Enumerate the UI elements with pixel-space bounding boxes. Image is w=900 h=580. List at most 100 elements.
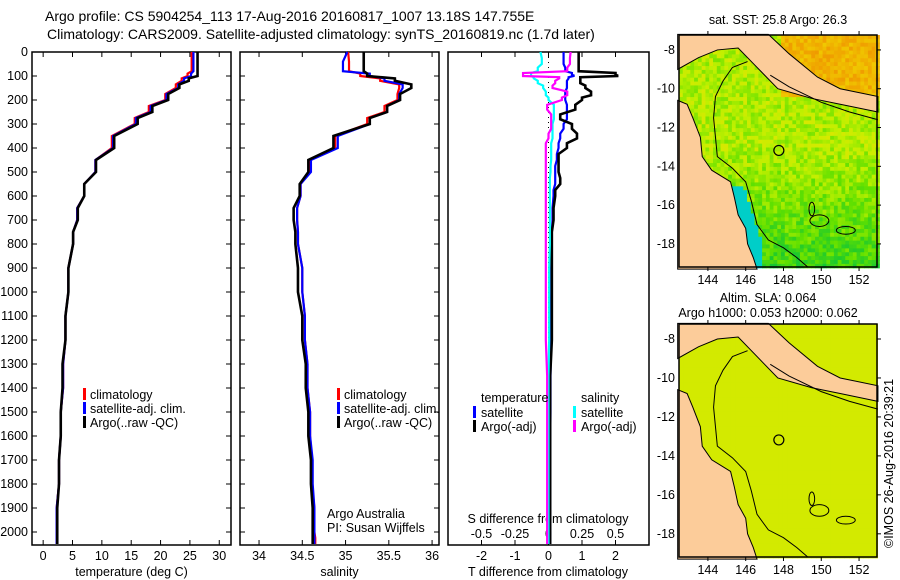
field-cell [702,426,708,432]
field-cell [796,112,801,118]
field-cell [788,232,793,238]
field-cell [758,159,763,164]
field-cell [730,445,737,452]
field-cell [852,124,858,129]
field-cell [728,104,733,110]
field-cell [815,411,822,418]
field-cell [773,450,779,457]
field-cell [788,174,793,180]
field-cell [694,112,699,118]
y-tick-label: 1900 [0,501,28,515]
field-cell [852,197,858,203]
field-cell [686,66,691,71]
field-cell [745,436,751,442]
field-cell [728,174,733,180]
field-cell [705,85,710,90]
field-cell [856,143,861,149]
field-cell [740,470,746,476]
field-cell [769,143,775,149]
field-cell [781,100,786,106]
field-cell [788,170,793,176]
field-cell [837,155,843,160]
field-cell [773,426,779,432]
field-cell [841,42,846,48]
field-cell [801,397,808,403]
field-cell [797,343,803,349]
field-cell [801,401,808,408]
field-cell [754,174,759,180]
field-cell [806,489,812,496]
field-cell [811,518,817,525]
field-cell [792,263,797,269]
field-cell [747,108,752,114]
field-cell [820,431,827,437]
field-cell [764,533,770,539]
field-cell [749,513,756,520]
field-cell [867,81,873,87]
field-cell [739,54,744,59]
field-cell [778,382,784,388]
field-cell [820,523,827,530]
y-tick-label: 1800 [0,477,28,491]
field-cell [799,124,805,129]
legend-swatch [83,416,86,428]
field-cell [830,401,836,408]
field-cell [815,240,820,246]
field-cell [743,81,748,87]
field-cell [735,81,741,87]
field-cell [743,163,748,168]
field-cell [852,159,858,164]
field-cell [720,166,725,172]
field-cell [830,205,835,211]
field-cell [758,69,763,75]
field-cell [754,440,760,447]
field-cell [867,228,873,234]
field-cell [803,263,809,269]
field-cell [773,513,779,520]
field-cell [820,397,827,403]
field-cell [747,166,752,172]
field-cell [739,62,744,67]
field-cell [811,104,816,110]
field-cell [754,397,760,403]
field-cell [871,124,877,129]
field-cell [820,455,827,461]
field-cell [765,260,771,265]
field-cell [837,186,843,191]
field-cell [815,548,822,554]
field-cell [777,35,782,40]
field-cell [860,120,865,125]
field-cell [739,147,744,152]
field-cell [716,139,722,145]
field-cell [782,426,789,432]
field-cell [825,538,831,544]
field-cell [784,116,790,121]
field-cell [721,401,727,408]
field-cell [792,163,797,168]
field-cell [803,236,809,242]
field-cell [728,116,733,121]
field-cell [822,120,827,125]
field-cell [749,499,756,505]
field-cell [777,190,782,195]
field-cell [690,69,695,75]
field-cell [682,66,688,71]
field-cell [849,131,854,137]
field-cell [849,135,854,141]
field-cell [784,194,790,199]
field-cell [724,97,729,102]
field-cell [799,186,805,191]
field-cell [811,201,816,207]
field-cell [769,228,775,234]
field-cell [797,543,803,549]
field-cell [750,217,756,222]
field-cell [773,128,778,133]
field-cell [849,205,854,211]
field-cell [867,54,873,59]
field-cell [777,213,782,218]
field-cell [830,62,835,67]
field-cell [787,455,793,461]
field-cell [735,166,741,172]
field-cell [807,205,812,211]
